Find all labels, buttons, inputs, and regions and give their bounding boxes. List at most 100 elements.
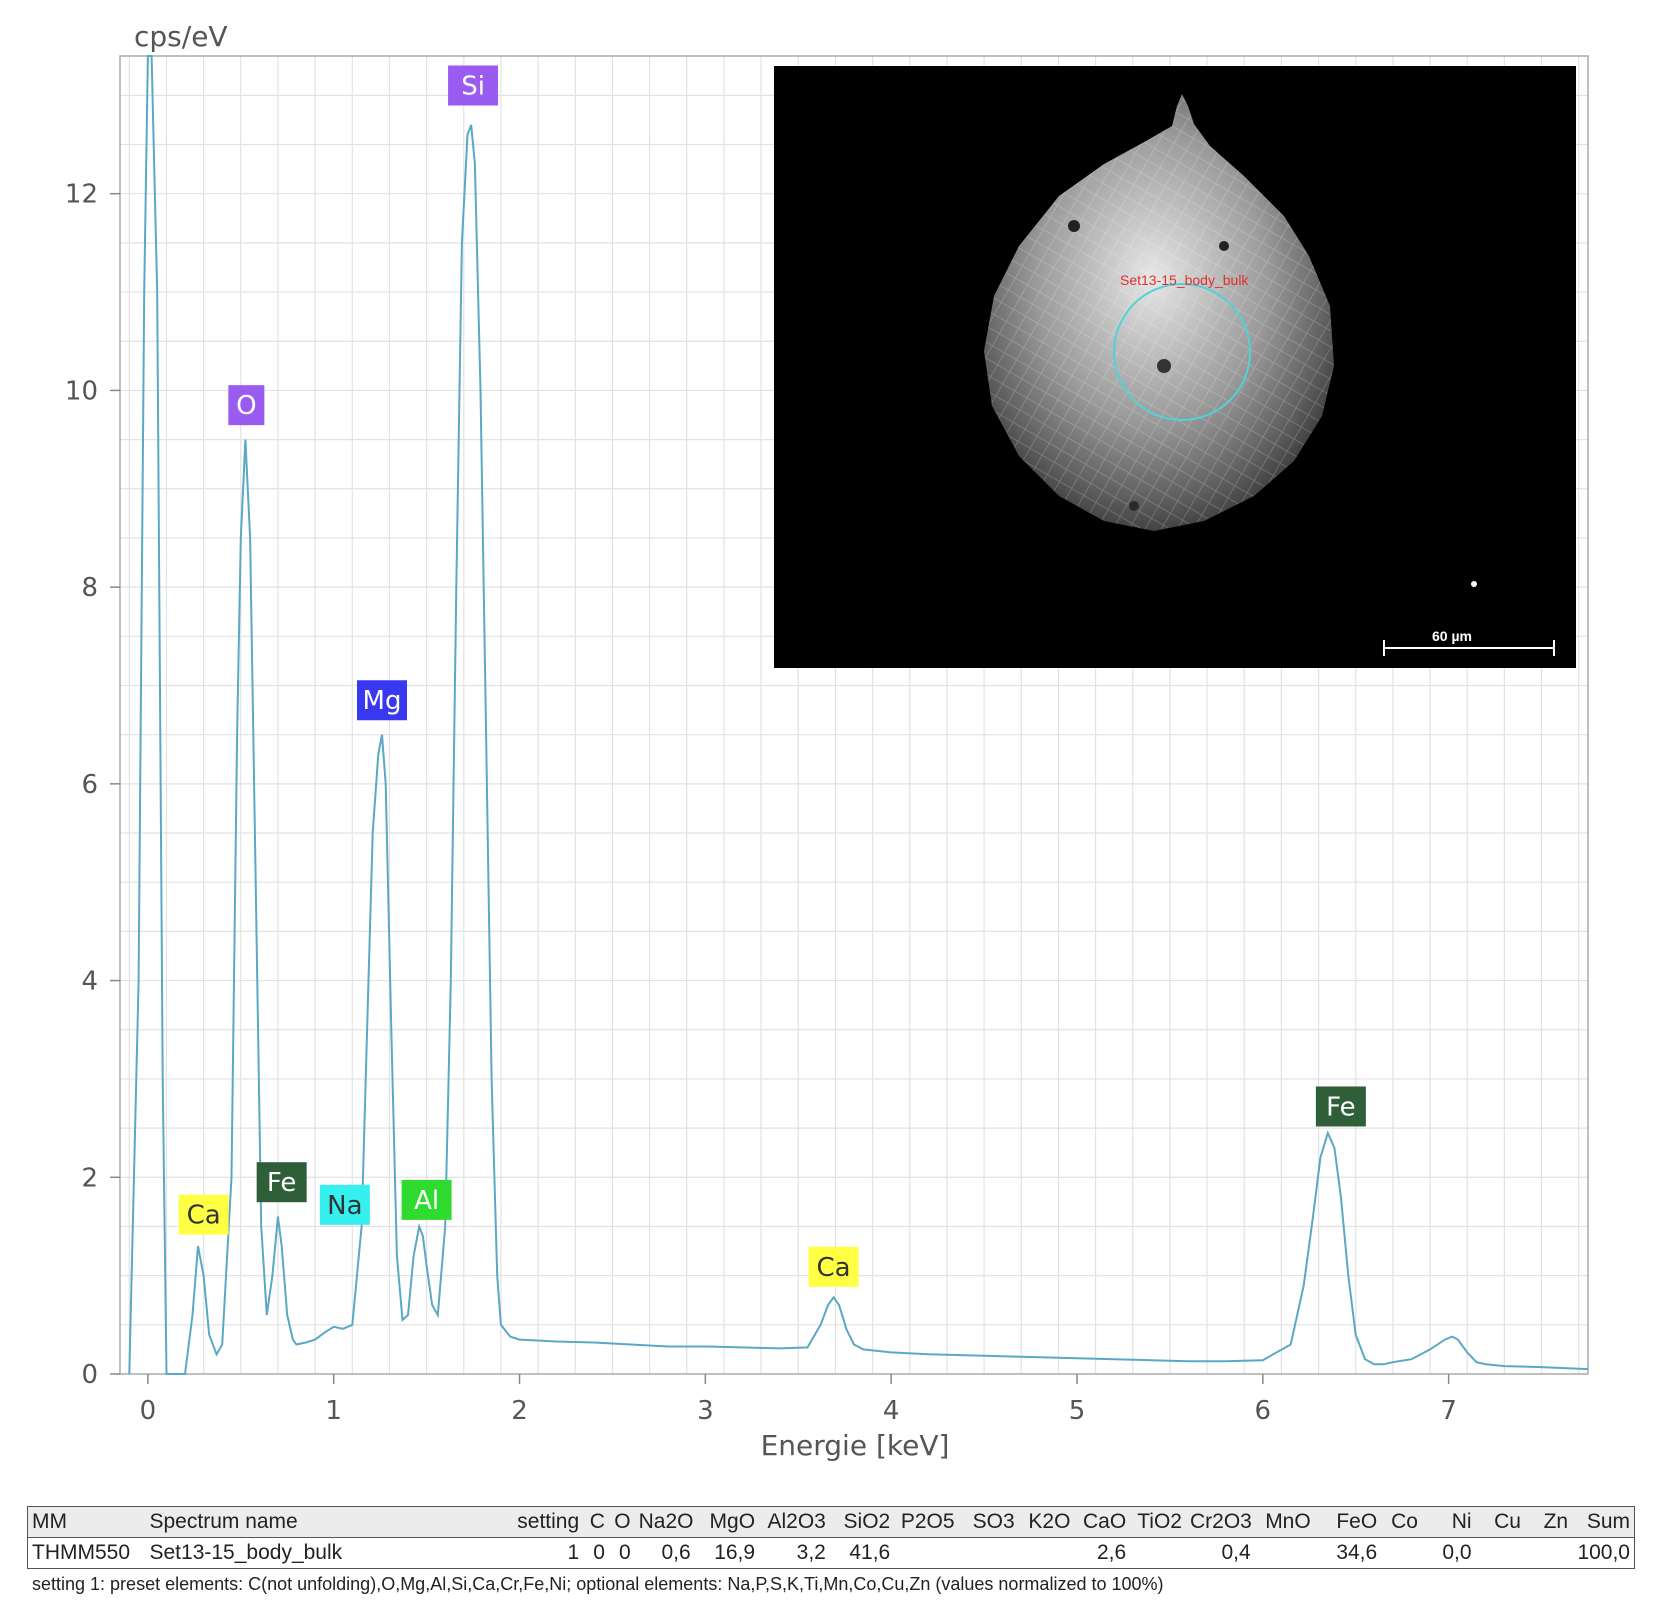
x-tick-label: 1 bbox=[325, 1396, 342, 1426]
peak-label-box bbox=[256, 1162, 307, 1203]
peak-label-box bbox=[401, 1179, 452, 1220]
table-header-cell: SO3 bbox=[958, 1506, 1019, 1538]
sem-particle-image bbox=[984, 94, 1555, 656]
table-header-cell: O bbox=[608, 1506, 635, 1538]
y-tick-label: 12 bbox=[65, 180, 98, 210]
table-cell bbox=[1130, 1538, 1186, 1569]
table-header-cell: TiO2 bbox=[1130, 1506, 1186, 1538]
table-cell: 100,0 bbox=[1577, 1541, 1630, 1564]
x-tick-label: 6 bbox=[1255, 1396, 1272, 1426]
peak-label-si: Si bbox=[448, 65, 499, 106]
peak-label-box bbox=[1315, 1086, 1366, 1127]
spot-label: Set13-15_body_bulk bbox=[1120, 272, 1249, 288]
peak-label-ca: Ca bbox=[808, 1246, 859, 1287]
y-tick-label: 0 bbox=[81, 1360, 98, 1390]
table-cell: 0,0 bbox=[1442, 1541, 1472, 1564]
table-cell: 0 bbox=[593, 1541, 605, 1564]
table-header-cell: MM bbox=[27, 1506, 146, 1538]
x-tick-label: 5 bbox=[1069, 1396, 1086, 1426]
spectrum-line bbox=[128, 55, 1589, 1375]
peak-label-text: Mg bbox=[363, 686, 402, 716]
peak-label-fe: Fe bbox=[256, 1162, 307, 1203]
table-header-cell: K2O bbox=[1018, 1506, 1075, 1538]
peak-label-ca: Ca bbox=[178, 1194, 229, 1235]
scalebar-label: 60 µm bbox=[1432, 628, 1472, 644]
table-cell: 41,6 bbox=[849, 1541, 891, 1564]
table-cell: 1 bbox=[567, 1541, 580, 1564]
peak-label-text: Ca bbox=[187, 1201, 221, 1231]
y-tick-label: 2 bbox=[81, 1163, 98, 1193]
table-cell: 2,6 bbox=[1097, 1541, 1127, 1564]
table-header-cell: Cr2O3 bbox=[1185, 1506, 1255, 1538]
table-cell: 34,6 bbox=[1336, 1541, 1378, 1564]
table-header-cell: Ni bbox=[1421, 1506, 1476, 1538]
y-tick-label: 8 bbox=[81, 573, 98, 603]
y-axis-label: cps/eV bbox=[134, 20, 228, 53]
table-header-cell: C bbox=[583, 1506, 609, 1538]
peak-label-o: O bbox=[228, 385, 265, 426]
table-cell: 3,2 bbox=[796, 1541, 826, 1564]
peak-label-al: Al bbox=[401, 1179, 452, 1220]
peak-label-box bbox=[178, 1194, 229, 1235]
y-tick-label: 6 bbox=[81, 770, 98, 800]
settings-note: setting 1: preset elements: C(not unfold… bbox=[32, 1574, 1164, 1594]
table-header-row: MM Spectrum name setting C O Na2O MgO Al2O3 SiO2… bbox=[27, 1506, 1635, 1538]
peak-label-text: Fe bbox=[1326, 1092, 1356, 1122]
peak-label-text: Al bbox=[414, 1186, 439, 1216]
table-cell: 0 bbox=[618, 1541, 631, 1564]
y-tick-label: 4 bbox=[81, 967, 98, 997]
table-header-cell: P2O5 bbox=[894, 1506, 959, 1538]
table-cell bbox=[959, 1538, 1019, 1569]
table-cell bbox=[1255, 1538, 1315, 1569]
table-header-cell: Zn bbox=[1524, 1506, 1573, 1538]
table-cell: 0,6 bbox=[661, 1541, 691, 1564]
table-header-cell: Na2O bbox=[634, 1506, 695, 1538]
table-cell bbox=[894, 1538, 958, 1569]
peak-label-text: O bbox=[236, 391, 256, 421]
peak-label-box bbox=[808, 1246, 859, 1287]
y-tick-label: 10 bbox=[65, 376, 98, 406]
table-header-cell: Spectrum name bbox=[145, 1506, 500, 1538]
peak-label-text: Na bbox=[327, 1191, 362, 1221]
table-header-cell: Sum bbox=[1572, 1506, 1635, 1538]
table-cell bbox=[1381, 1538, 1422, 1569]
plot-frame bbox=[119, 55, 1589, 1375]
table-header-cell: Co bbox=[1381, 1506, 1422, 1538]
table-cell bbox=[1476, 1538, 1525, 1569]
peak-label-text: Ca bbox=[817, 1253, 851, 1283]
table-header-cell: MgO bbox=[694, 1506, 760, 1538]
x-tick-label: 4 bbox=[883, 1396, 900, 1426]
peak-label-box bbox=[319, 1184, 370, 1225]
peak-label-na: Na bbox=[319, 1184, 370, 1225]
table-cell: 0,4 bbox=[1221, 1541, 1251, 1564]
peak-labels: Ca O Fe Na Mg Al Si Ca Fe bbox=[178, 65, 1366, 1287]
table-cell bbox=[1019, 1538, 1075, 1569]
x-axis-label: Energie [keV] bbox=[761, 1429, 950, 1462]
table-row: THMM550 Set13-15_body_bulk 1 0 0 0,6 16,9 3,2 41… bbox=[28, 1538, 1635, 1569]
table-header-cell: Al2O3 bbox=[759, 1506, 830, 1538]
x-tick-label: 0 bbox=[140, 1396, 157, 1426]
table-cell: 16,9 bbox=[714, 1541, 756, 1564]
table-cell bbox=[1525, 1538, 1572, 1569]
grid-lines bbox=[120, 56, 1588, 1374]
table-header-cell: MnO bbox=[1254, 1506, 1315, 1538]
sem-image-inset: Set13-15_body_bulk 60 µm bbox=[774, 66, 1576, 668]
peak-label-text: Fe bbox=[267, 1168, 297, 1198]
table-header-cell: Cu bbox=[1475, 1506, 1525, 1538]
table-cell: THMM550 bbox=[32, 1541, 131, 1564]
peak-label-fe: Fe bbox=[1315, 1086, 1366, 1127]
table-header-cell: FeO bbox=[1314, 1506, 1382, 1538]
peak-label-box bbox=[448, 65, 499, 106]
peak-label-box bbox=[228, 385, 265, 426]
table-cell: Set13-15_body_bulk bbox=[149, 1541, 343, 1564]
peak-label-box bbox=[357, 680, 408, 721]
x-tick-label: 7 bbox=[1440, 1396, 1457, 1426]
peak-label-mg: Mg bbox=[357, 680, 408, 721]
table-header-cell: setting bbox=[499, 1506, 584, 1538]
peak-label-text: Si bbox=[461, 72, 485, 102]
analysis-spot-circle bbox=[1113, 283, 1251, 421]
composition-table: MM Spectrum name setting C O Na2O MgO Al2O3 SiO2… bbox=[27, 1506, 1635, 1569]
table-header-cell: CaO bbox=[1074, 1506, 1131, 1538]
